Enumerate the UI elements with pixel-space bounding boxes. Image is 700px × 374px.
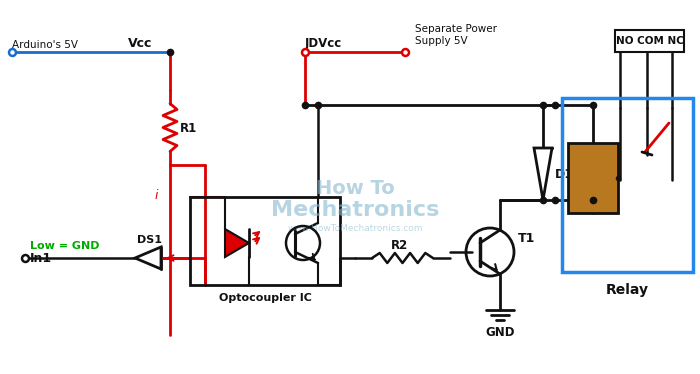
Bar <box>615 30 684 52</box>
Text: Arduino's 5V: Arduino's 5V <box>12 40 78 50</box>
Text: D1: D1 <box>555 168 574 181</box>
Text: Optocoupler IC: Optocoupler IC <box>218 293 312 303</box>
Polygon shape <box>534 148 552 200</box>
Text: i: i <box>155 188 158 202</box>
Text: NO COM NC: NO COM NC <box>616 36 684 46</box>
Text: www.HowToMechatronics.com: www.HowToMechatronics.com <box>287 224 423 233</box>
Polygon shape <box>135 247 161 269</box>
Text: DS1: DS1 <box>137 235 162 245</box>
Text: Vcc: Vcc <box>128 37 152 49</box>
Text: In1: In1 <box>30 251 52 264</box>
Text: Low = GND: Low = GND <box>30 241 99 251</box>
Text: JDVcc: JDVcc <box>305 37 342 49</box>
Polygon shape <box>225 229 249 257</box>
Bar <box>568 143 618 213</box>
Text: Separate Power
Supply 5V: Separate Power Supply 5V <box>415 24 497 46</box>
Bar <box>190 197 340 285</box>
Text: Relay: Relay <box>606 283 649 297</box>
Text: R1: R1 <box>180 122 197 135</box>
Text: T1: T1 <box>518 232 536 245</box>
Text: GND: GND <box>485 325 514 338</box>
Bar <box>562 98 693 272</box>
Text: R2: R2 <box>391 239 409 251</box>
Text: How To: How To <box>316 178 394 197</box>
Text: Mechatronics: Mechatronics <box>271 200 439 220</box>
